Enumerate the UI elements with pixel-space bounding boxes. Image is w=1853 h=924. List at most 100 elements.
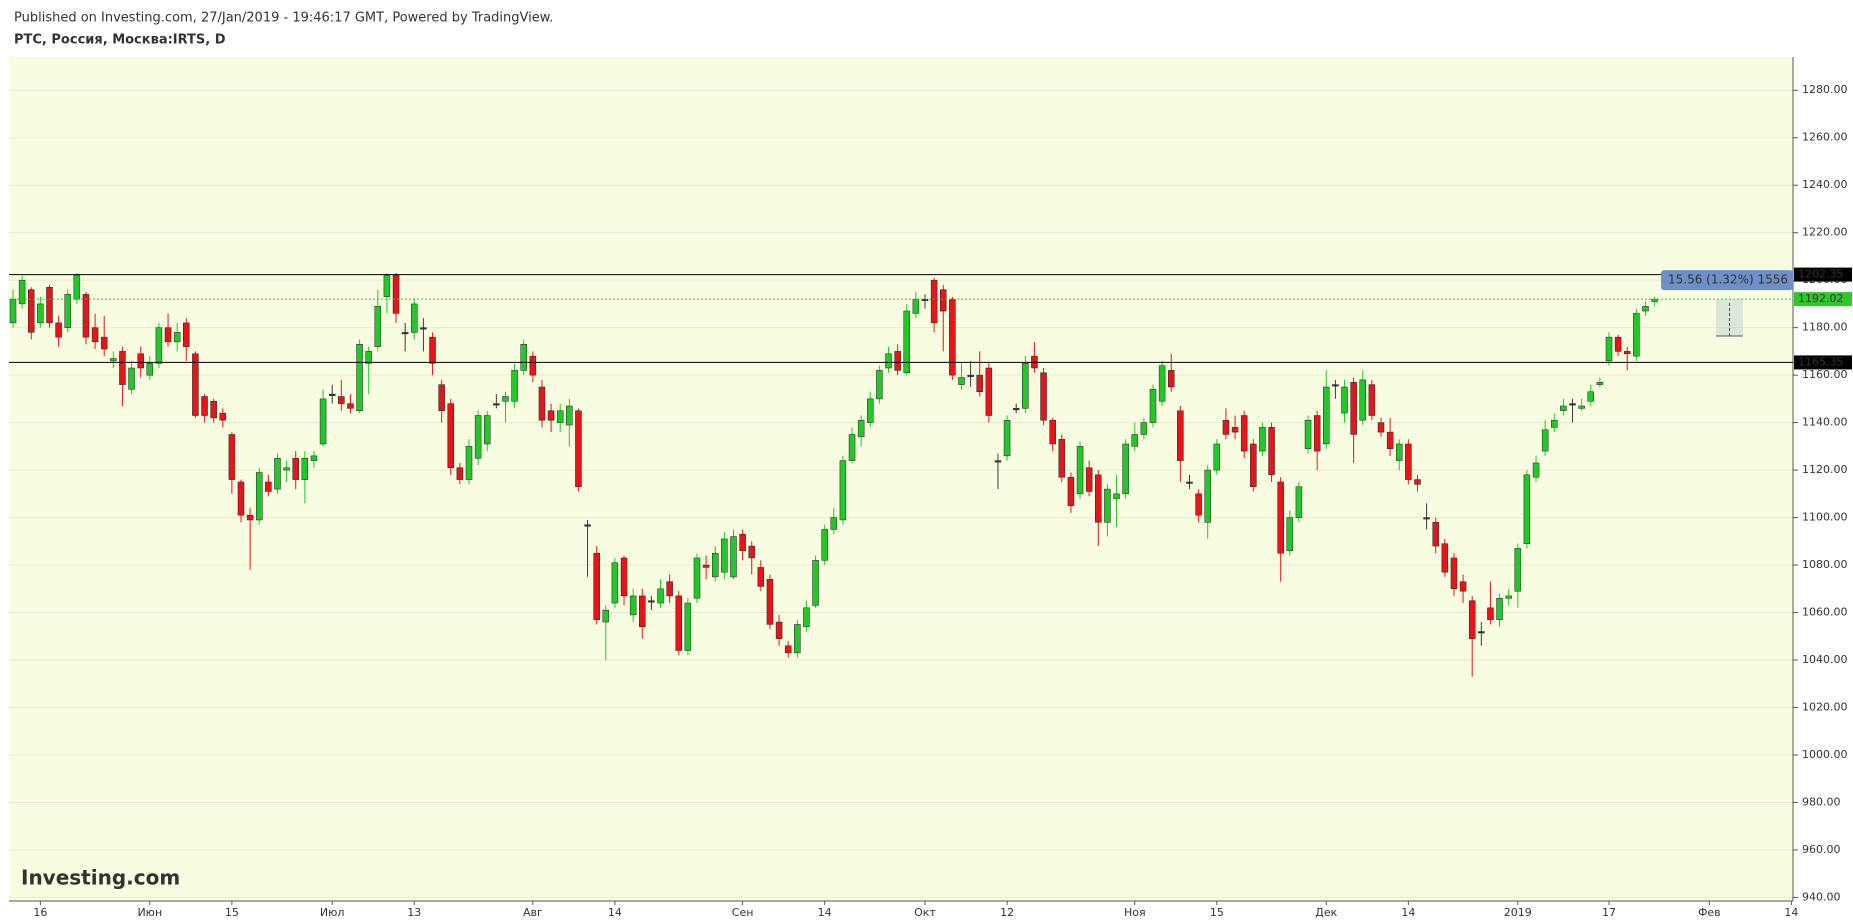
candle-body bbox=[1231, 427, 1239, 433]
measure-label-box bbox=[1661, 270, 1793, 291]
y-tick-label: 1260.00 bbox=[1802, 131, 1848, 144]
candle-body bbox=[27, 289, 35, 333]
candle-body bbox=[483, 415, 491, 445]
candle-body bbox=[1058, 438, 1066, 478]
candle-body bbox=[64, 294, 71, 328]
candle-body bbox=[1067, 476, 1075, 506]
candle-body bbox=[1414, 479, 1421, 485]
candle-body bbox=[711, 552, 719, 578]
candle-body bbox=[1560, 405, 1567, 411]
candle-body bbox=[976, 374, 983, 393]
candle-body bbox=[1514, 548, 1522, 592]
candle-body bbox=[584, 524, 591, 527]
candle-body bbox=[903, 310, 911, 374]
candle-body bbox=[347, 403, 354, 409]
candle-body bbox=[684, 602, 692, 651]
candle-body bbox=[338, 396, 345, 404]
candle-body bbox=[1605, 336, 1613, 362]
candle-body bbox=[794, 624, 801, 654]
candle-body bbox=[1250, 443, 1257, 487]
candle-body bbox=[328, 393, 336, 396]
candle-body bbox=[1377, 422, 1385, 433]
candle-body bbox=[967, 374, 974, 377]
x-tick-label: Фев bbox=[1698, 906, 1721, 919]
candle-body bbox=[265, 481, 272, 492]
candle-body bbox=[629, 595, 637, 616]
candle-body bbox=[1040, 372, 1047, 421]
candle-body bbox=[556, 410, 564, 423]
candle-body bbox=[18, 279, 26, 305]
x-tick-label: Июл bbox=[320, 906, 345, 919]
y-tick-label: 1160.00 bbox=[1802, 368, 1848, 381]
candle-body bbox=[420, 327, 427, 330]
y-tick-label: 1080.00 bbox=[1802, 558, 1848, 571]
candle-body bbox=[1578, 405, 1585, 409]
candle-body bbox=[1240, 415, 1248, 452]
candle-body bbox=[1368, 384, 1376, 416]
candle-body bbox=[237, 481, 245, 516]
candle-body bbox=[648, 600, 655, 603]
x-tick-label: 15 bbox=[225, 906, 239, 919]
candle-body bbox=[1304, 419, 1312, 449]
measure-label: 15.56 (1.32%) 1556 bbox=[1668, 273, 1788, 287]
candle-body bbox=[192, 353, 199, 416]
candle-body bbox=[702, 564, 710, 568]
candle-body bbox=[292, 457, 299, 480]
candle-body bbox=[1468, 600, 1476, 639]
candle-body bbox=[1049, 419, 1056, 445]
candle-body bbox=[1003, 419, 1011, 457]
candle-body bbox=[575, 410, 582, 487]
candle-body bbox=[511, 370, 518, 402]
candle-body bbox=[939, 289, 947, 312]
candle-body bbox=[675, 595, 683, 651]
x-tick-label: 16 bbox=[33, 906, 47, 919]
candle-body bbox=[1167, 370, 1175, 388]
candle-body bbox=[1505, 595, 1512, 599]
candle-body bbox=[657, 588, 664, 604]
candle-body bbox=[274, 457, 281, 490]
candle-body bbox=[1478, 631, 1485, 634]
x-tick-label: Июн bbox=[137, 906, 162, 919]
candle-body bbox=[255, 472, 263, 521]
candle-body bbox=[173, 332, 181, 343]
candle-body bbox=[538, 386, 546, 421]
candle-body bbox=[1386, 431, 1394, 449]
candle-body bbox=[985, 367, 993, 416]
candle-body bbox=[1076, 446, 1084, 495]
candle-body bbox=[1140, 422, 1148, 435]
candle-body bbox=[110, 358, 117, 362]
y-tick-label: 940.00 bbox=[1802, 890, 1841, 903]
candle-body bbox=[766, 579, 774, 625]
candle-body bbox=[502, 396, 509, 402]
candle-body bbox=[830, 517, 838, 530]
candle-body bbox=[493, 403, 500, 406]
candle-body bbox=[438, 384, 445, 411]
y-tick-label: 960.00 bbox=[1802, 843, 1841, 856]
candle-body bbox=[1496, 598, 1503, 620]
candle-body bbox=[529, 355, 537, 376]
candle-body bbox=[1286, 517, 1294, 552]
candle-body bbox=[1450, 557, 1458, 590]
x-tick-label: 15 bbox=[1210, 906, 1224, 919]
candle-body bbox=[1532, 462, 1540, 478]
candle-body bbox=[465, 446, 473, 480]
candle-body bbox=[876, 370, 883, 400]
candle-body bbox=[1158, 365, 1166, 402]
candle-body bbox=[730, 536, 737, 578]
candle-body bbox=[1022, 363, 1029, 409]
candle-body bbox=[620, 557, 628, 597]
candle-body bbox=[246, 514, 254, 521]
y-tick-label: 1240.00 bbox=[1802, 178, 1848, 191]
candle-body bbox=[611, 562, 619, 604]
candle-body bbox=[547, 410, 555, 421]
candle-body bbox=[1541, 429, 1549, 452]
x-tick-label: 14 bbox=[608, 906, 622, 919]
candle-body bbox=[757, 567, 765, 587]
candle-body bbox=[1295, 486, 1303, 518]
candle-body bbox=[1204, 469, 1211, 523]
x-tick-label: 12 bbox=[1000, 906, 1014, 919]
candle-body bbox=[1095, 474, 1102, 523]
candle-body bbox=[1222, 419, 1230, 435]
candle-body bbox=[1459, 581, 1467, 592]
